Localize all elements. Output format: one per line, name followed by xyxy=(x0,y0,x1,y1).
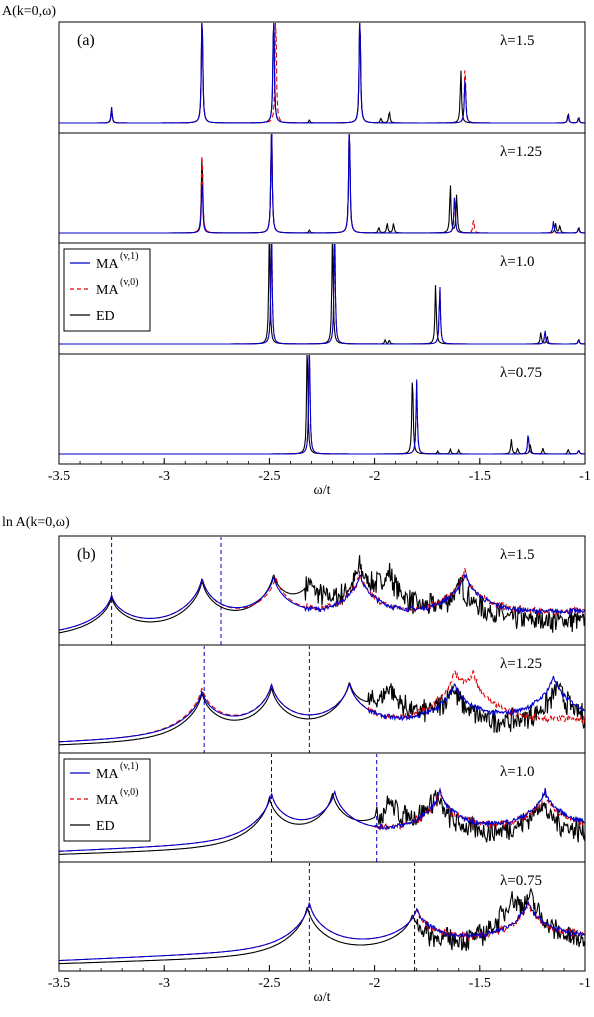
panel-frame xyxy=(58,861,586,972)
legend-entry-superscript: (v,0) xyxy=(120,787,139,798)
series-ma-v1 xyxy=(59,23,585,124)
legend-entry-label: MA xyxy=(96,283,119,298)
x-tick-label: -1.5 xyxy=(469,469,491,484)
x-axis-label: ω/t xyxy=(314,483,331,498)
panel-label: λ=1.0 xyxy=(500,764,534,780)
panel-label: λ=0.75 xyxy=(500,365,542,381)
series-ma-v1 xyxy=(59,134,585,234)
x-axis-label: ω/t xyxy=(314,990,331,1005)
x-tick-label: -3.5 xyxy=(48,469,70,484)
ylabel-b: ln A(k=0,ω) xyxy=(2,515,70,530)
legend-entry-superscript: (v,1) xyxy=(120,251,139,262)
legend-entry-label: MA xyxy=(96,767,119,782)
series-ed xyxy=(59,681,585,746)
x-tick-label: -2 xyxy=(369,469,381,484)
legend-entry-superscript: (v,1) xyxy=(120,761,139,772)
legend-entry-label: MA xyxy=(96,793,119,808)
series-ma-v1 xyxy=(59,244,585,345)
panel-label: λ=1.5 xyxy=(500,33,534,49)
figure-a: λ=1.5 λ=1.25 λ=1.0 λ=0.75 (a) -3.5 -3 -2.5 -2 -1.… xyxy=(48,21,591,498)
series-ma-v0 xyxy=(59,355,585,455)
x-tick-label: -2 xyxy=(369,976,381,991)
legend: MA(v,1)MA(v,0)ED xyxy=(63,248,151,332)
x-tick-label: -3 xyxy=(158,976,170,991)
series-ed xyxy=(59,887,585,965)
panel-label: λ=1.25 xyxy=(500,144,542,160)
legend-entry-superscript: (v,0) xyxy=(120,277,139,288)
panel-label: λ=1.0 xyxy=(500,254,534,270)
figure-label: (b) xyxy=(77,546,96,563)
x-tick-label: -3 xyxy=(158,469,170,484)
panel-label: λ=1.25 xyxy=(500,656,542,672)
panel-4: λ=0.75 xyxy=(58,861,586,972)
series-ma-v0 xyxy=(59,134,585,234)
series-ma-v1 xyxy=(59,675,585,743)
series-ma-v0 xyxy=(59,669,585,743)
ylabel-a: A(k=0,ω) xyxy=(2,4,56,19)
panel-1: λ=1.5 xyxy=(58,21,586,134)
legend-entry-label: MA xyxy=(96,257,119,272)
panel-label: λ=1.5 xyxy=(500,547,534,563)
panel-frame xyxy=(58,353,586,465)
panel-4: λ=0.75 xyxy=(58,353,586,465)
panel-3: λ=1.0 xyxy=(58,752,586,863)
panel-2: λ=1.25 xyxy=(58,644,586,754)
series-ma-v1 xyxy=(59,572,585,631)
x-tick-label: -2.5 xyxy=(258,976,280,991)
panel-1: λ=1.5 xyxy=(58,535,586,646)
series-ma-v1 xyxy=(59,899,585,962)
series-ma-v1 xyxy=(59,787,585,852)
series-ed xyxy=(59,134,585,234)
x-tick-label: -3.5 xyxy=(48,976,70,991)
legend: MA(v,1)MA(v,0)ED xyxy=(63,758,151,842)
legend-entry-label: ED xyxy=(96,309,115,324)
panel-label: λ=0.75 xyxy=(500,873,542,889)
series-ed xyxy=(59,555,585,634)
x-tick-label: -2.5 xyxy=(258,469,280,484)
figure-b: λ=1.5 λ=1.25 λ=1.0 λ=0.75 (b) -3.5 -3 -2.5 -2 -1.… xyxy=(48,535,591,1005)
panel-2: λ=1.25 xyxy=(58,132,586,244)
series-ed xyxy=(59,790,585,855)
x-tick-label: -1 xyxy=(579,469,591,484)
figure-label: (a) xyxy=(77,32,95,49)
x-tick-label: -1 xyxy=(579,976,591,991)
x-tick-label: -1.5 xyxy=(469,976,491,991)
series-ma-v1 xyxy=(59,355,585,455)
legend-entry-label: ED xyxy=(96,819,115,834)
